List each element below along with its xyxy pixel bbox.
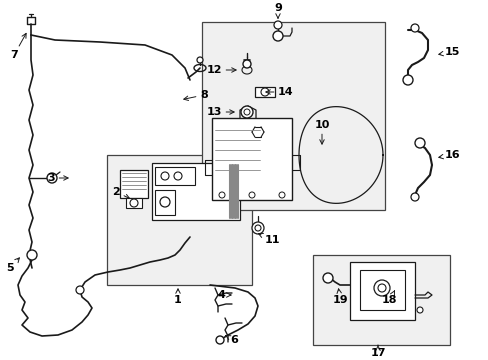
Bar xyxy=(120,170,148,198)
Text: 8: 8 xyxy=(183,90,207,100)
Bar xyxy=(126,198,142,208)
Text: 11: 11 xyxy=(258,233,280,245)
Text: 18: 18 xyxy=(381,291,397,305)
Circle shape xyxy=(174,172,182,180)
Text: 17: 17 xyxy=(369,345,385,358)
Circle shape xyxy=(76,286,84,294)
Bar xyxy=(212,118,291,200)
Circle shape xyxy=(410,24,418,32)
Text: 15: 15 xyxy=(438,47,459,57)
Bar xyxy=(349,262,414,320)
Circle shape xyxy=(323,273,332,283)
Text: 5: 5 xyxy=(6,258,20,273)
Text: 14: 14 xyxy=(265,87,293,97)
Text: 16: 16 xyxy=(438,150,460,160)
Text: 10: 10 xyxy=(314,120,329,144)
Circle shape xyxy=(254,225,261,231)
Circle shape xyxy=(377,284,385,292)
Text: 7: 7 xyxy=(10,33,26,60)
Circle shape xyxy=(27,250,37,260)
Circle shape xyxy=(241,106,252,118)
Circle shape xyxy=(160,197,170,207)
Text: 12: 12 xyxy=(206,65,236,75)
Circle shape xyxy=(251,222,264,234)
Circle shape xyxy=(261,88,268,96)
Bar xyxy=(254,87,274,97)
Text: 13: 13 xyxy=(206,107,234,117)
Circle shape xyxy=(161,172,169,180)
Circle shape xyxy=(244,109,249,115)
Circle shape xyxy=(416,307,422,313)
Bar xyxy=(155,167,195,185)
Text: 4: 4 xyxy=(218,290,230,300)
Bar xyxy=(202,22,384,210)
Circle shape xyxy=(219,192,224,198)
Circle shape xyxy=(248,192,254,198)
Text: 2: 2 xyxy=(112,187,129,198)
Circle shape xyxy=(47,173,57,183)
Bar xyxy=(155,190,175,215)
Bar xyxy=(107,155,251,285)
Circle shape xyxy=(243,60,250,68)
Circle shape xyxy=(216,336,224,344)
Text: 1: 1 xyxy=(174,289,182,305)
Circle shape xyxy=(373,280,389,296)
Circle shape xyxy=(197,57,203,63)
Circle shape xyxy=(414,138,424,148)
Text: 6: 6 xyxy=(225,335,237,345)
Bar xyxy=(359,270,404,310)
Bar xyxy=(152,163,240,220)
Text: 19: 19 xyxy=(332,289,347,305)
Circle shape xyxy=(273,21,282,29)
Circle shape xyxy=(279,192,285,198)
Circle shape xyxy=(272,31,283,41)
Circle shape xyxy=(130,199,138,207)
Circle shape xyxy=(410,193,418,201)
Text: 9: 9 xyxy=(273,3,282,18)
Text: 3: 3 xyxy=(47,173,68,183)
Bar xyxy=(312,255,449,345)
Circle shape xyxy=(402,75,412,85)
